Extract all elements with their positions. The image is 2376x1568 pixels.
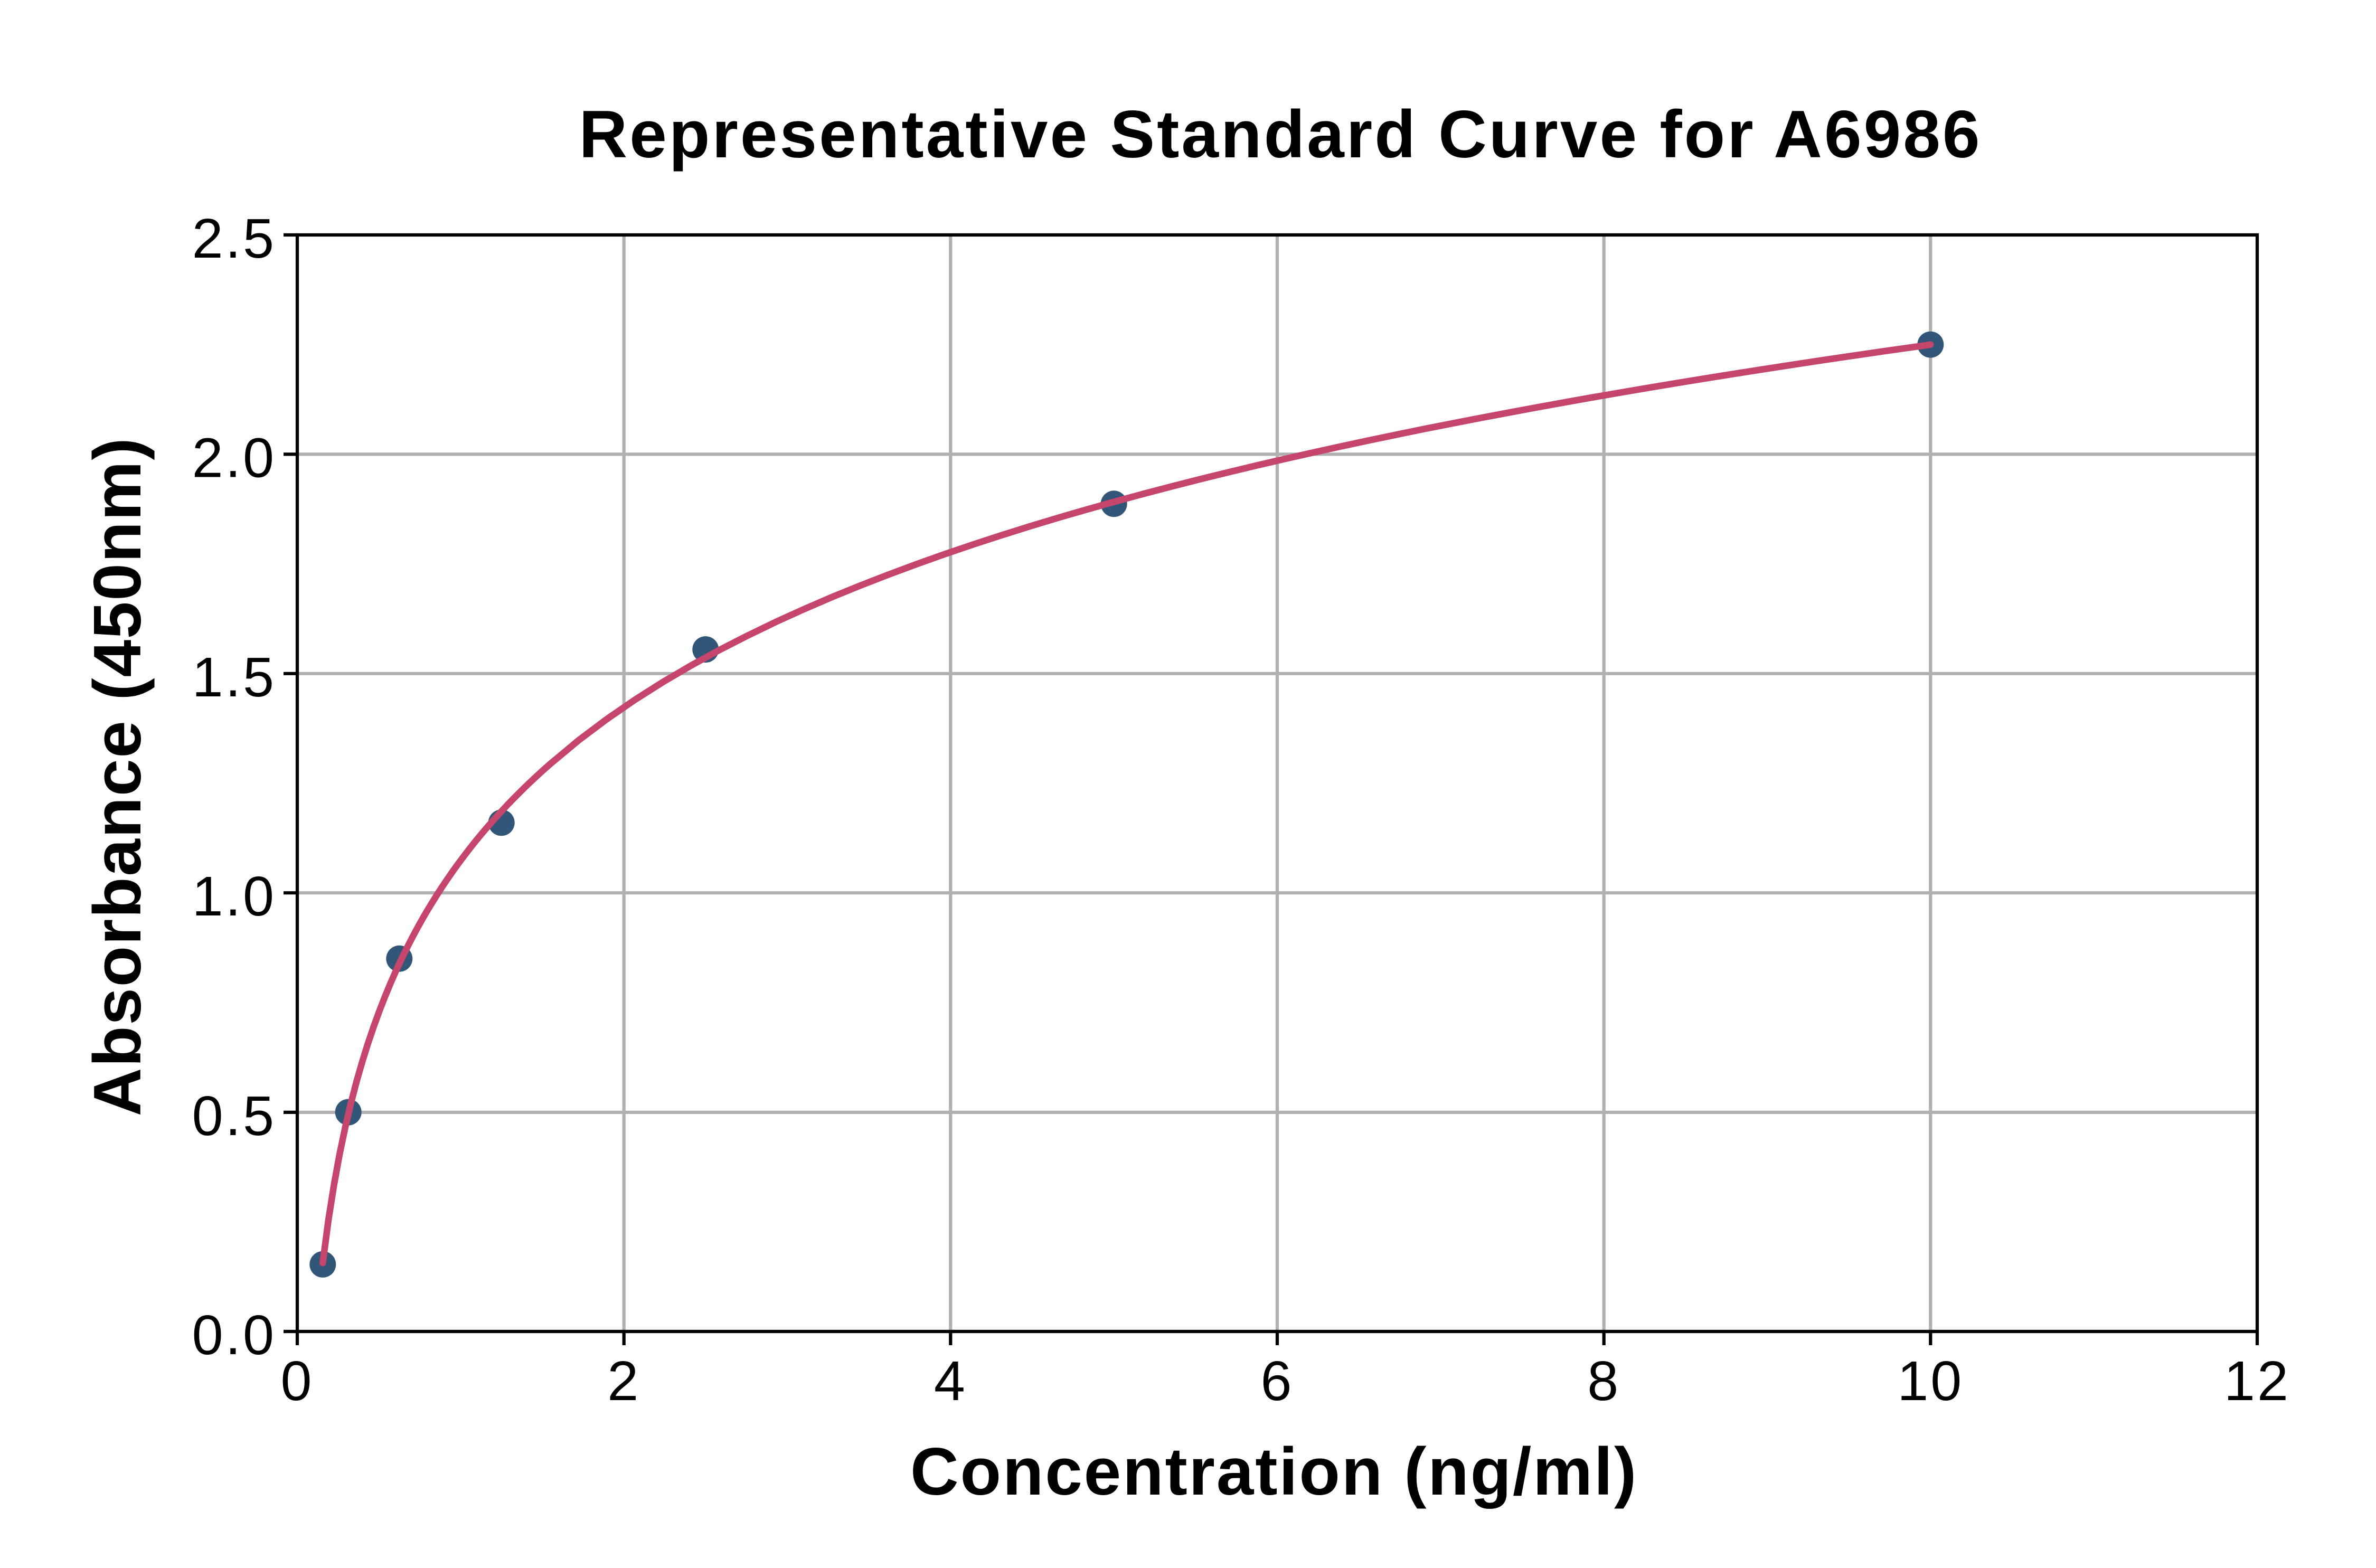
svg-text:2.0: 2.0 — [192, 427, 276, 489]
svg-text:10: 10 — [1897, 1350, 1964, 1412]
svg-text:0: 0 — [281, 1350, 314, 1412]
svg-text:0.0: 0.0 — [192, 1304, 276, 1366]
svg-text:Absorbance (450nm): Absorbance (450nm) — [80, 437, 155, 1117]
svg-text:Representative Standard Curve: Representative Standard Curve for A6986 — [579, 97, 1982, 172]
svg-text:1.5: 1.5 — [192, 646, 276, 709]
svg-text:1.0: 1.0 — [192, 865, 276, 928]
svg-text:0.5: 0.5 — [192, 1085, 276, 1147]
svg-text:12: 12 — [2224, 1350, 2290, 1412]
svg-text:8: 8 — [1587, 1350, 1620, 1412]
svg-text:4: 4 — [934, 1350, 967, 1412]
svg-text:2: 2 — [607, 1350, 640, 1412]
svg-text:2.5: 2.5 — [192, 207, 276, 270]
svg-text:6: 6 — [1261, 1350, 1294, 1412]
svg-text:Concentration (ng/ml): Concentration (ng/ml) — [910, 1434, 1638, 1509]
